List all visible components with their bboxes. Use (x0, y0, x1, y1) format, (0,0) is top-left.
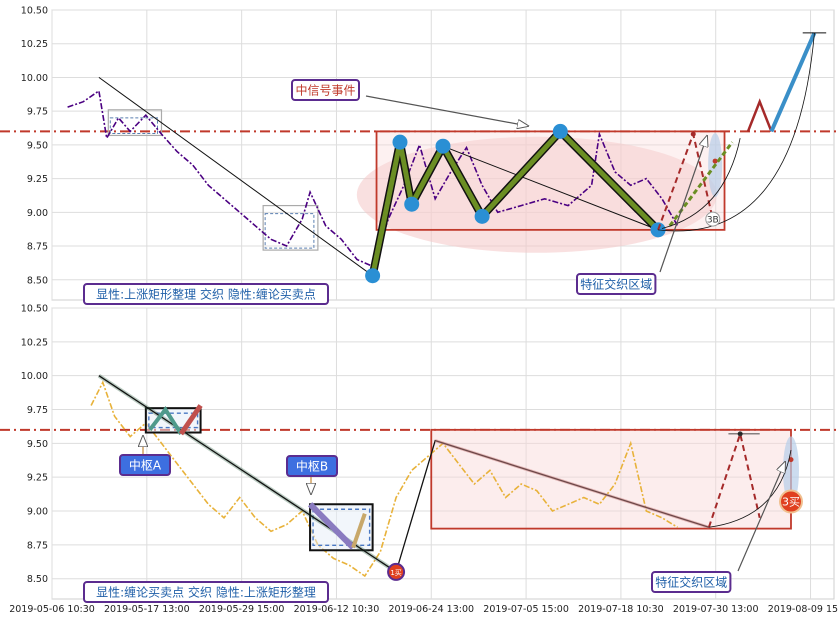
pivot-a-inner (148, 412, 199, 429)
pivot-a-rise (178, 404, 203, 436)
small-pivot-box (262, 204, 319, 251)
third-buy-marker (778, 489, 803, 514)
pivot-a-stroke (148, 406, 183, 435)
signal-event-label-frame (291, 79, 360, 101)
signal-event-label: 中信号事件 (295, 82, 355, 97)
y-tick-label: 8.75 (27, 540, 48, 551)
rise-line (769, 32, 817, 133)
pivot-b-label-frame (286, 455, 338, 477)
y-tick-label: 10.25 (21, 337, 48, 348)
x-tick-label: 2019-07-30 13:00 (673, 604, 759, 615)
y-tick-label: 8.50 (27, 574, 48, 585)
marker-3b-label: 3B (707, 216, 719, 226)
pivot-b-stroke (307, 502, 356, 550)
y-tick-label: 10.00 (21, 371, 48, 382)
small-pivot-inner (264, 213, 315, 249)
predicted-point (690, 131, 696, 137)
signal-arrow (365, 95, 528, 126)
arc-line (708, 450, 792, 528)
pivot-a-label-frame (119, 454, 171, 476)
y-tick-label: 9.00 (27, 208, 48, 219)
pivot-b-label: 中枢B (296, 458, 328, 473)
x-tick-label: 2019-05-17 13:00 (104, 604, 190, 615)
zigzag-node (474, 208, 490, 224)
target-ellipse (782, 436, 799, 505)
bottom-chart-panel: 10.50 10.25 10.00 9.75 9.50 9.25 9.00 8.75 8.50 1… (0, 304, 839, 615)
x-tick-label: 2019-05-29 15:00 (199, 604, 285, 615)
x-tick-label: 2019-07-18 10:30 (578, 604, 664, 615)
feature-zone-label-frame (651, 571, 732, 593)
pivot-b-rise (351, 513, 367, 549)
downtrend-line (98, 76, 373, 277)
price-line (67, 89, 679, 268)
pattern-legend-label: 显性:缠论买卖点 交织 隐性:上涨矩形整理 (96, 584, 316, 599)
target-dot (712, 158, 718, 164)
y-tick-label: 10.50 (21, 304, 48, 315)
target-dot (788, 457, 794, 463)
y-tick-label: 10.50 (21, 6, 48, 17)
pivot-a-label: 中枢A (129, 457, 162, 472)
y-tick-label: 8.50 (27, 275, 48, 286)
first-buy-label: 1买 (390, 569, 401, 577)
top-chart-panel: 10.50 10.25 10.00 9.75 9.50 9.25 9.00 8.75 8.50 3… (0, 6, 839, 305)
first-buy-marker (387, 562, 406, 581)
arc-line-2 (661, 138, 741, 229)
x-tick-label: 2019-07-05 15:00 (483, 604, 569, 615)
small-pivot-inner (109, 117, 158, 134)
feature-zone-label: 特征交织区域 (655, 574, 727, 589)
x-tick-label: 2019-06-24 13:00 (388, 604, 474, 615)
feature-zone-label-frame (576, 273, 657, 295)
x-tick-label: 2019-08-09 15:00 (768, 604, 839, 615)
y-tick-label: 8.75 (27, 242, 48, 253)
predicted-path (707, 430, 761, 528)
price-line (90, 380, 679, 578)
zigzag-node (552, 123, 568, 139)
feature-arrow (659, 136, 707, 273)
y-tick-label: 9.25 (27, 174, 48, 185)
y-tick-label: 9.50 (27, 140, 48, 151)
highlight-ellipse (356, 136, 717, 253)
y-tick-label: 9.75 (27, 405, 48, 416)
zigzag-node (392, 134, 408, 150)
zigzag-node (365, 268, 381, 284)
zigzag-node (404, 196, 420, 212)
plot-area (51, 307, 835, 600)
arc-line (658, 32, 815, 232)
feature-zone-label: 特征交织区域 (580, 276, 652, 291)
rise-peak (746, 98, 773, 132)
marker-3b-circle (705, 211, 721, 227)
feature-arrow (737, 462, 785, 572)
pattern-legend-label: 显性:上涨矩形整理 交织 隐性:缠论买卖点 (96, 286, 316, 301)
y-tick-label: 10.25 (21, 39, 48, 50)
pivot-b-inner (312, 508, 371, 546)
internal-line (442, 145, 659, 231)
third-buy-label: 3买 (782, 496, 800, 509)
y-tick-label: 10.00 (21, 73, 48, 84)
zigzag-node (435, 138, 451, 154)
y-tick-label: 9.75 (27, 107, 48, 118)
x-tick-label: 2019-05-06 10:30 (9, 604, 95, 615)
pattern-legend-label-frame (83, 283, 329, 305)
pattern-legend-label-frame (83, 581, 329, 603)
y-tick-label: 9.00 (27, 507, 48, 518)
y-tick-label: 9.25 (27, 473, 48, 484)
x-tick-label: 2019-06-12 10:30 (294, 604, 380, 615)
rectangle-box (430, 428, 792, 530)
y-tick-label: 9.50 (27, 439, 48, 450)
zigzag-shadow (434, 439, 710, 529)
